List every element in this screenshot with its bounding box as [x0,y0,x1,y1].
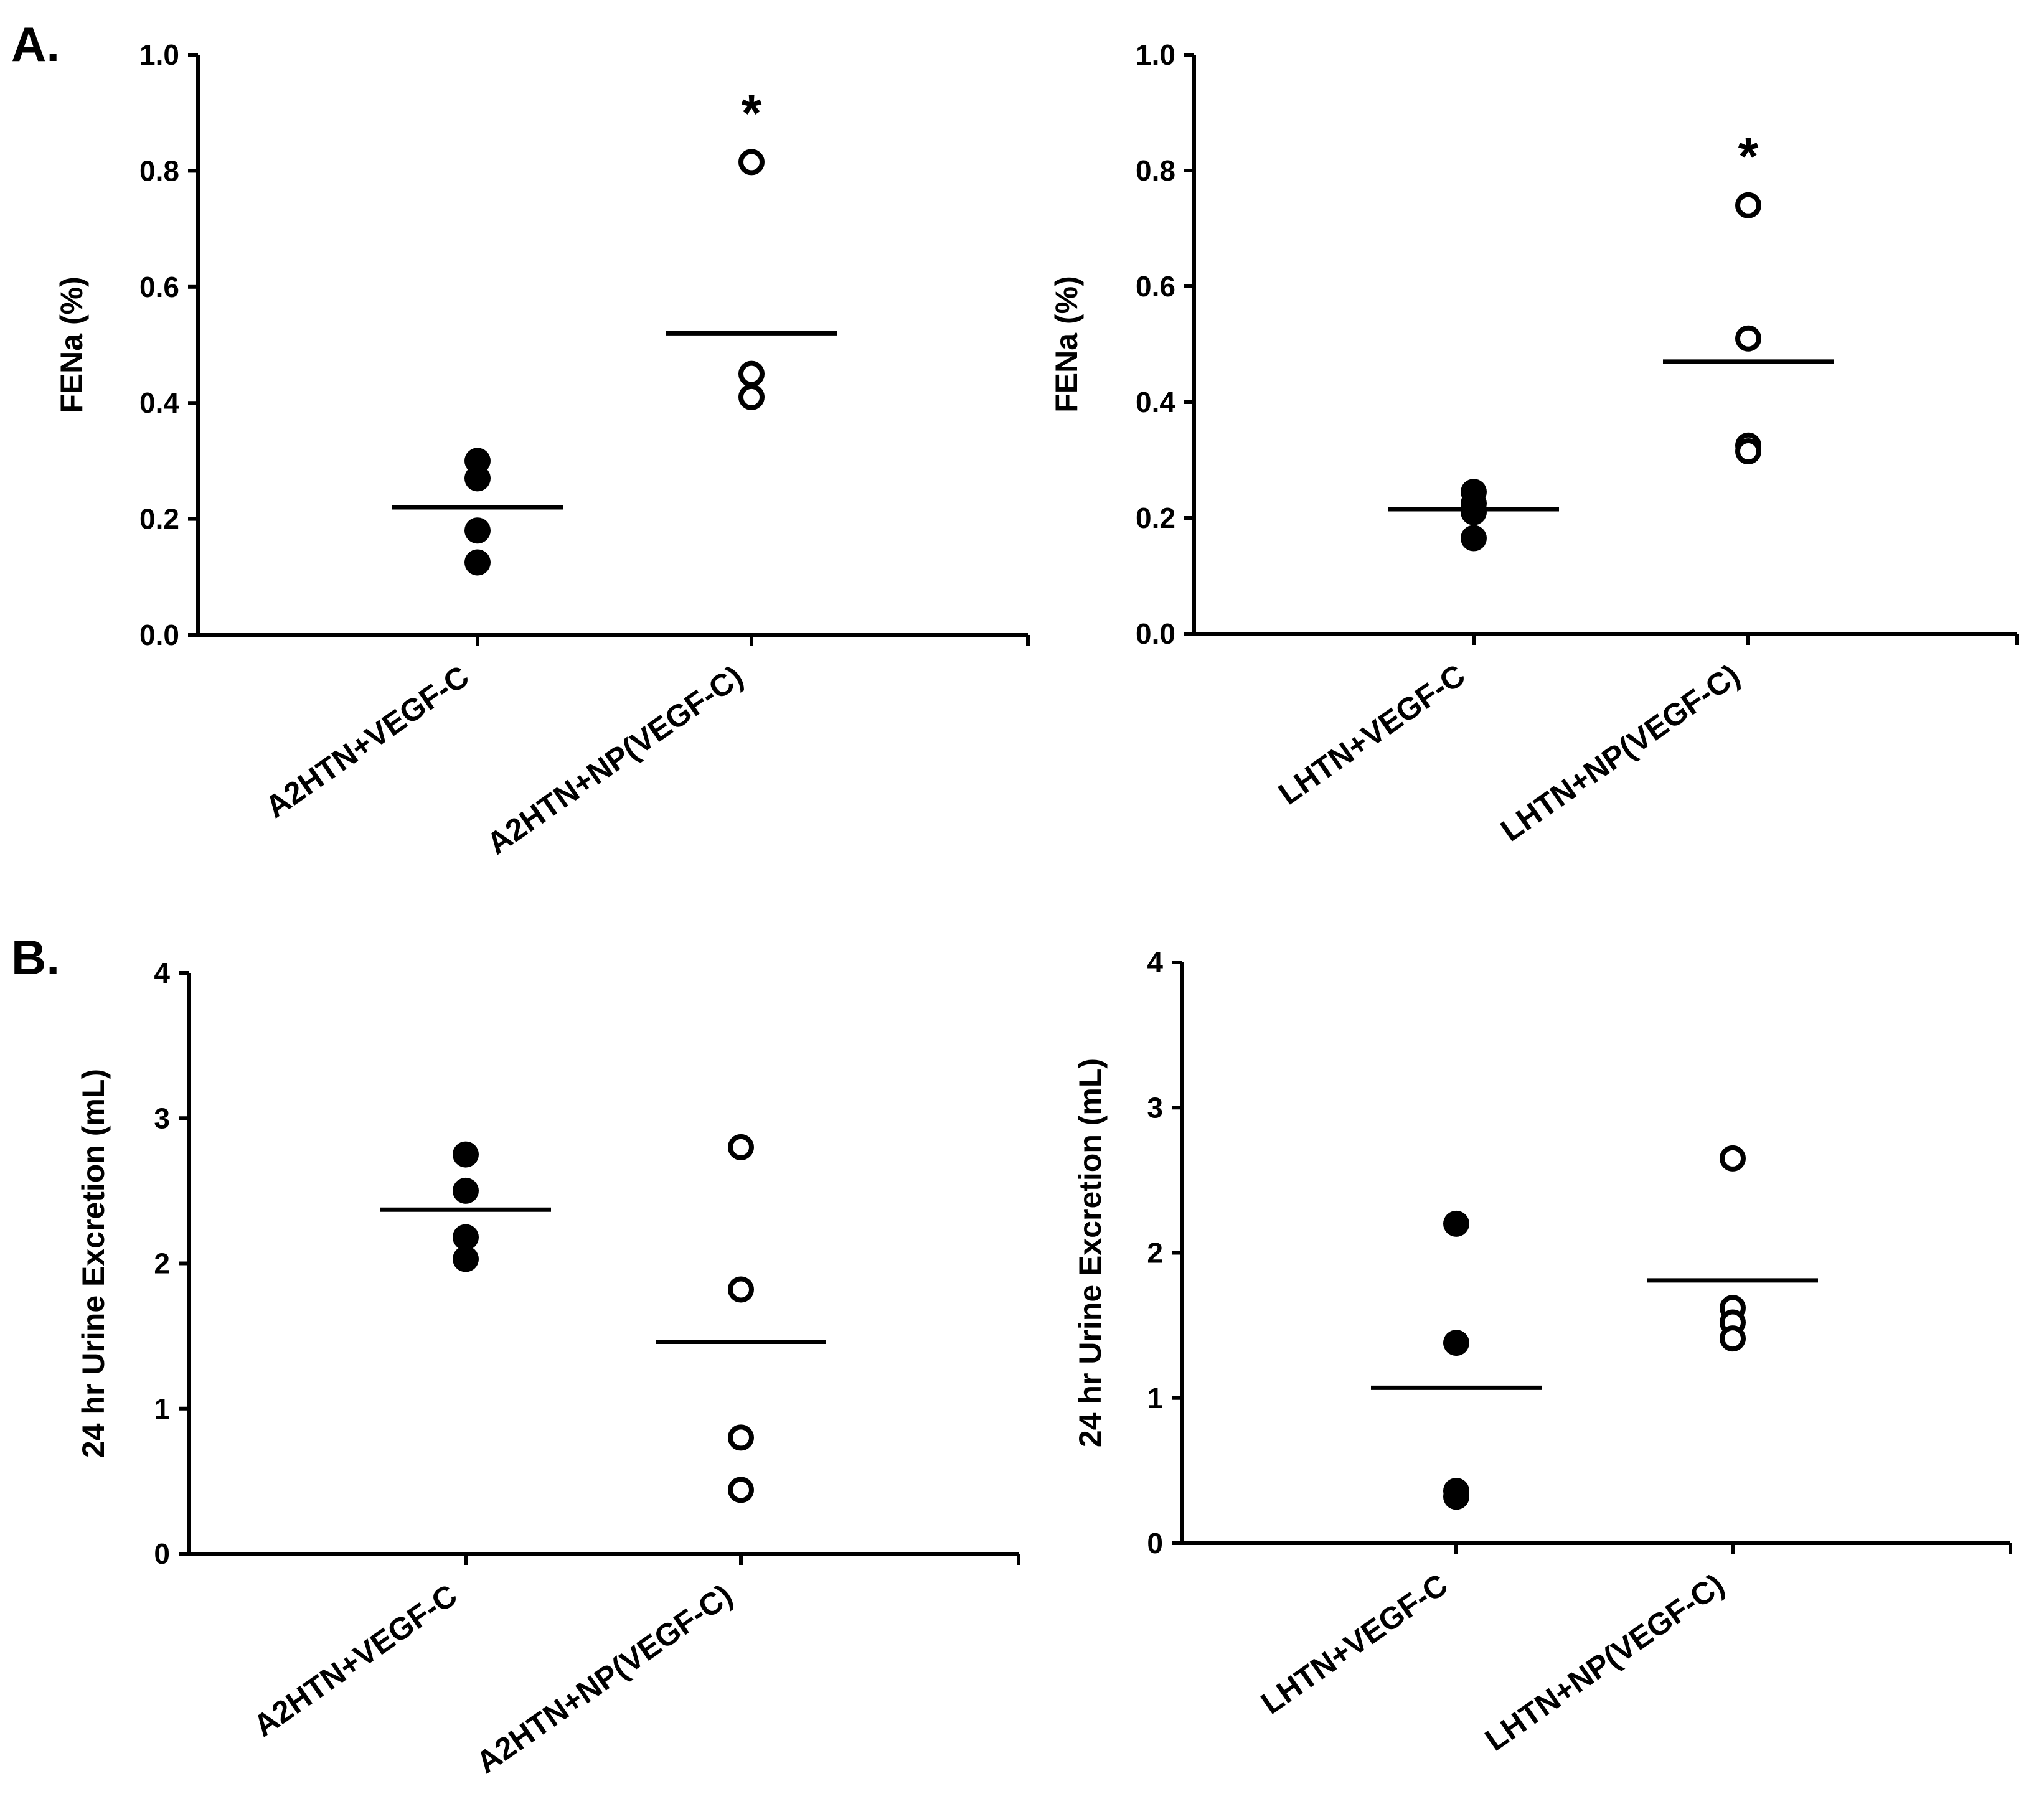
data-point-open [728,1477,754,1503]
y-tick-label: 0 [154,1538,170,1570]
x-category-label: LHTN+VEGF-C [1272,657,1471,811]
data-point-open [738,383,765,410]
x-category-label: A2HTN+NP(VEGF-C) [481,659,749,862]
y-tick-label: 0.2 [139,503,179,535]
data-point-filled [1443,1210,1469,1237]
data-point-filled [464,465,491,492]
data-point-filled [453,1177,479,1204]
panel-label-a: A. [11,17,60,72]
x-category-label: LHTN+NP(VEGF-C) [1479,1567,1730,1757]
data-point-filled [453,1141,479,1168]
data-point-filled [453,1224,479,1251]
y-tick-label: 2 [154,1247,170,1280]
y-tick-label: 0.4 [1136,386,1175,418]
y-tick-label: 0.0 [1136,618,1175,650]
y-tick-label: 3 [1147,1091,1163,1124]
data-point-filled [464,549,491,576]
y-axis-title: FENa (%) [54,276,89,413]
data-point-open [1735,325,1761,352]
data-point-open [1720,1325,1746,1352]
y-tick-label: 1 [1147,1382,1163,1414]
y-axis-title: 24 hr Urine Excretion (mL) [1073,1058,1108,1447]
data-point-open [728,1134,754,1160]
y-tick-label: 4 [1147,946,1163,979]
y-tick-label: 2 [1147,1237,1163,1269]
y-tick-label: 1 [154,1393,170,1425]
y-tick-label: 0.4 [139,387,179,419]
data-point-open [738,149,765,176]
y-tick-label: 4 [154,957,170,989]
data-point-filled [1461,525,1487,552]
chart-panel-4: 0 1 2 3 4 24 hr Urine Excretion (mL) LHTN+VEGF… [1073,946,2012,1758]
data-point-filled [464,517,491,544]
chart-panel-3: 0 1 2 3 4 24 hr Urine Excretion (mL) A2HTN+VEG… [76,957,1020,1780]
y-tick-label: 0.0 [139,619,179,651]
x-category-label: A2HTN+VEGF-C [247,1577,463,1744]
y-tick-label: 0.2 [1136,502,1175,534]
data-point-open [1735,438,1761,465]
panel-label-b: B. [11,930,60,985]
y-axis-title: FENa (%) [1049,276,1084,412]
data-point-open [1735,192,1761,218]
y-tick-label: 0.6 [1136,270,1175,303]
y-tick-label: 3 [154,1102,170,1134]
chart-panel-1: 0.0 0.2 0.4 0.6 0.8 1.0 FENa (%) A2HTN+VEGF-C A2… [54,39,1030,862]
significance-asterisk: * [1738,127,1759,186]
chart-panel-2: 0.0 0.2 0.4 0.6 0.8 1.0 FENa (%) LHTN+VEGF-C LHT… [1049,39,2019,848]
data-point-open [728,1424,754,1451]
data-point-open [738,360,765,387]
data-point-filled [1443,1330,1469,1356]
data-point-open [1720,1145,1746,1172]
data-point-open [728,1276,754,1303]
x-category-label: A2HTN+NP(VEGF-C) [470,1577,738,1780]
significance-asterisk: * [742,83,762,142]
y-tick-label: 0.8 [1136,154,1175,187]
y-tick-label: 0.6 [139,271,179,303]
data-point-filled [1461,499,1487,525]
x-category-label: A2HTN+VEGF-C [259,659,475,825]
y-tick-label: 1.0 [139,39,179,71]
y-tick-label: 1.0 [1136,39,1175,71]
x-category-label: LHTN+VEGF-C [1255,1567,1454,1721]
x-category-label: LHTN+NP(VEGF-C) [1494,657,1746,848]
data-point-filled [1443,1483,1469,1510]
data-point-filled [453,1246,479,1272]
y-axis-title: 24 hr Urine Excretion (mL) [76,1069,111,1458]
y-tick-label: 0.8 [139,154,179,187]
y-tick-label: 0 [1147,1527,1163,1559]
